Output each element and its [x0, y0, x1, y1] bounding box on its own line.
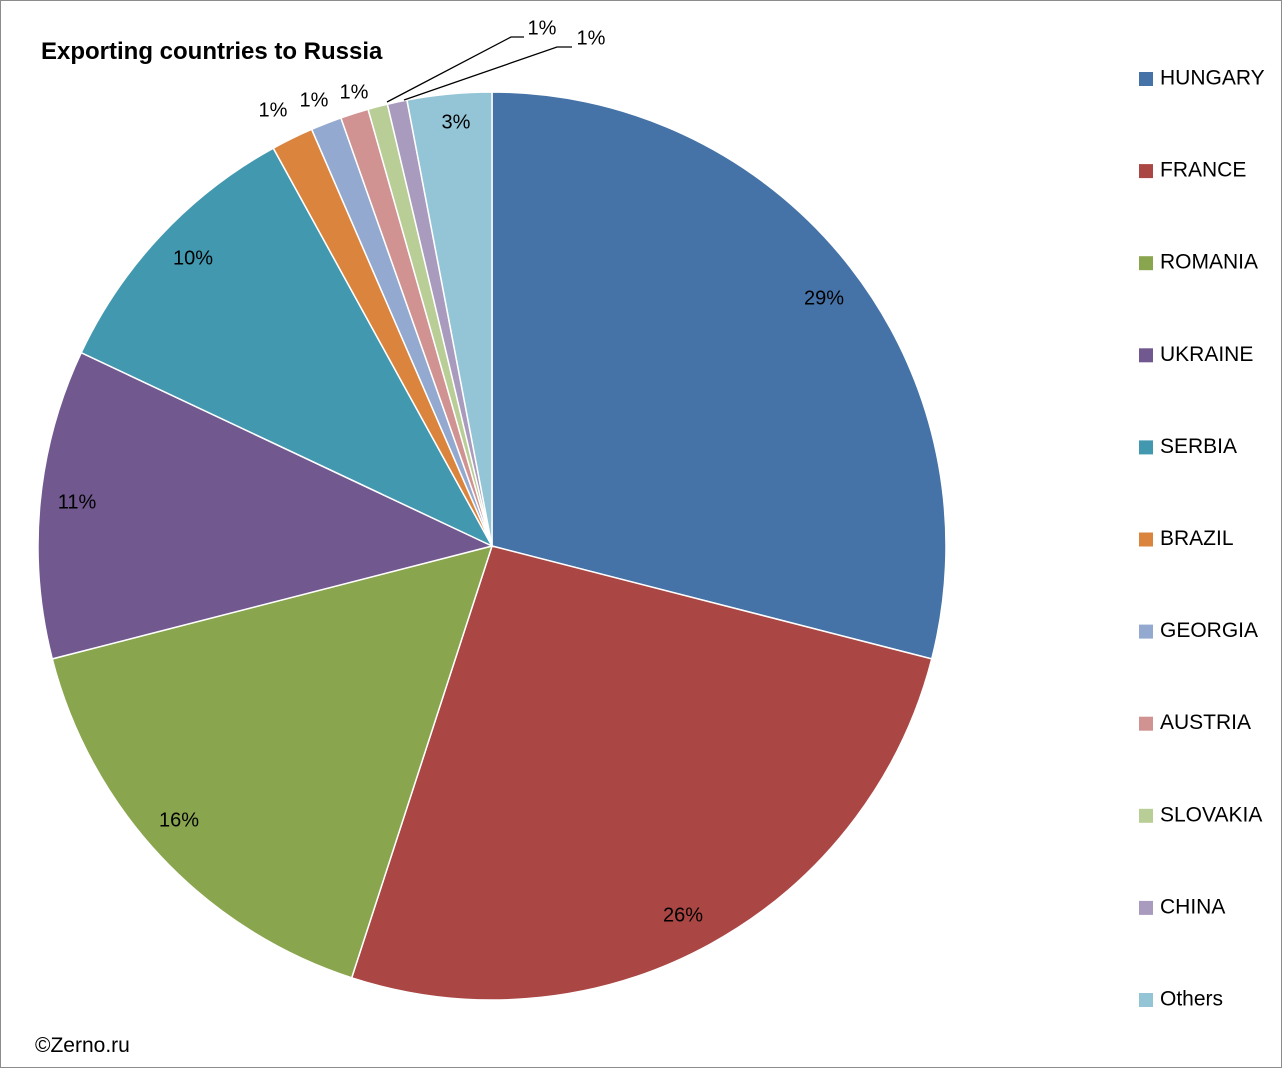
chart-title: Exporting countries to Russia [41, 38, 383, 65]
legend-swatch-france [1139, 164, 1153, 179]
legend-swatch-brazil [1139, 532, 1153, 547]
data-label-france: 26% [663, 904, 703, 926]
legend-label-others: Others [1160, 988, 1223, 1011]
leader-line-slovakia [386, 36, 524, 103]
data-label-georgia: 1% [300, 89, 329, 111]
legend-swatch-others [1139, 993, 1153, 1007]
legend-label-serbia: SERBIA [1160, 435, 1237, 458]
legend-label-brazil: BRAZIL [1160, 527, 1234, 550]
data-label-others: 3% [442, 111, 471, 133]
leader-line-china [403, 46, 572, 101]
legend-item-ukraine: UKRAINE [1139, 343, 1253, 366]
data-label-brazil: 1% [259, 99, 288, 121]
legend-swatch-ukraine [1139, 348, 1153, 363]
copyright-text: ©Zerno.ru [35, 1034, 130, 1057]
legend-item-romania: ROMANIA [1139, 251, 1258, 274]
legend: HUNGARY FRANCE ROMANIA UKRAINE SERBIA BRAZIL G… [1139, 67, 1265, 1011]
legend-label-ukraine: UKRAINE [1160, 343, 1253, 366]
legend-swatch-austria [1139, 716, 1153, 731]
data-label-hungary: 29% [804, 287, 844, 309]
data-label-slovakia: 1% [528, 17, 557, 39]
legend-item-china: CHINA [1139, 895, 1225, 918]
pie-slice-france [350, 545, 933, 1001]
legend-label-china: CHINA [1160, 895, 1225, 918]
legend-swatch-serbia [1139, 440, 1153, 455]
data-labels: 29% 26% 16% 11% 10% 1% 1% 1% 1% 1% 3% [58, 17, 845, 926]
data-label-austria: 1% [340, 81, 369, 103]
data-label-ukraine: 11% [58, 491, 97, 513]
legend-item-austria: AUSTRIA [1139, 711, 1251, 734]
legend-item-georgia: GEORGIA [1139, 619, 1258, 642]
legend-swatch-china [1139, 900, 1153, 915]
legend-swatch-slovakia [1139, 808, 1153, 823]
pie-slice-ukraine [37, 351, 495, 660]
legend-item-france: FRANCE [1139, 159, 1246, 182]
legend-item-brazil: BRAZIL [1139, 527, 1234, 550]
legend-label-romania: ROMANIA [1160, 251, 1258, 274]
pie-slice-hungary [491, 91, 947, 660]
data-label-china: 1% [577, 27, 606, 49]
legend-item-serbia: SERBIA [1139, 435, 1237, 458]
pie-slice-serbia [80, 147, 494, 548]
data-label-romania: 16% [159, 809, 199, 831]
legend-swatch-romania [1139, 256, 1153, 271]
legend-label-france: FRANCE [1160, 159, 1246, 182]
legend-swatch-hungary [1139, 72, 1153, 86]
legend-label-hungary: HUNGARY [1160, 67, 1265, 90]
data-label-serbia: 10% [173, 247, 213, 269]
legend-item-others: Others [1139, 988, 1223, 1011]
pie-slice-romania [51, 544, 494, 979]
pie-slice-others [406, 91, 493, 547]
legend-item-slovakia: SLOVAKIA [1139, 803, 1262, 826]
legend-label-georgia: GEORGIA [1160, 619, 1258, 642]
legend-item-hungary: HUNGARY [1139, 67, 1265, 90]
legend-label-austria: AUSTRIA [1160, 711, 1251, 734]
legend-label-slovakia: SLOVAKIA [1160, 803, 1262, 826]
pie-slices [37, 91, 947, 1001]
leader-lines [386, 36, 572, 103]
legend-swatch-georgia [1139, 624, 1153, 639]
